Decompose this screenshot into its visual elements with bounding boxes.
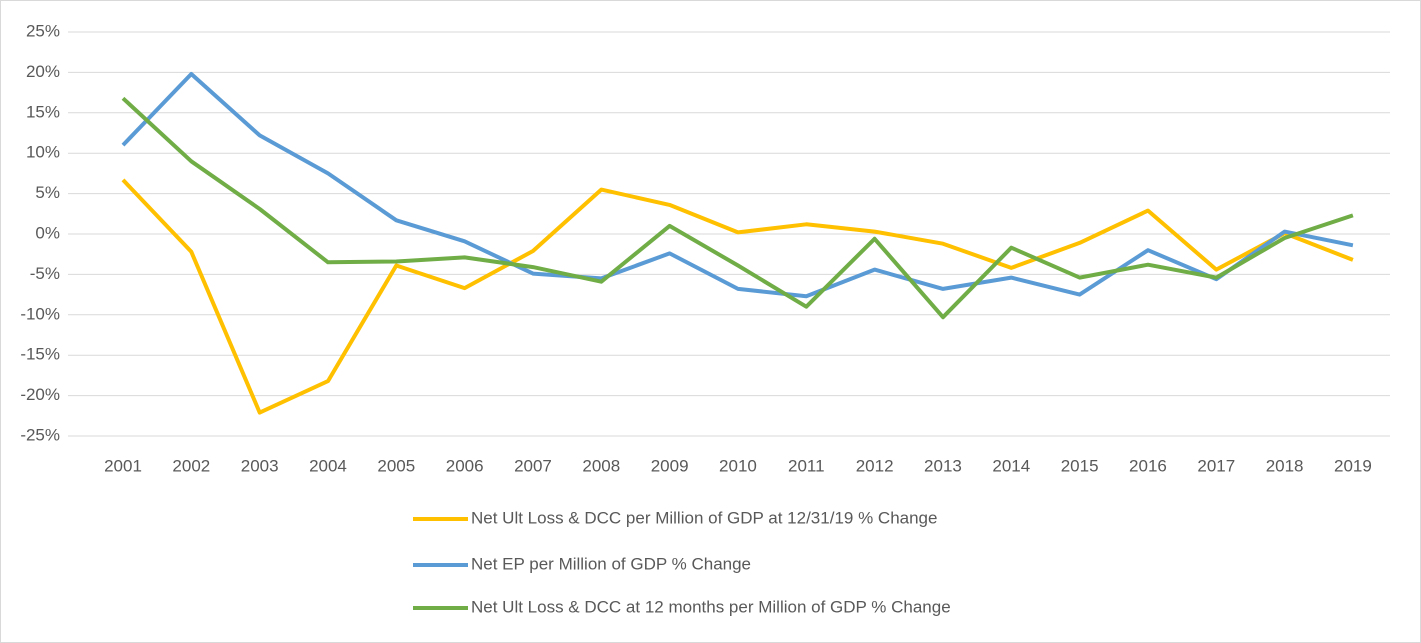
legend-label: Net Ult Loss & DCC at 12 months per Mill… <box>471 597 951 616</box>
y-tick-label: 10% <box>26 143 60 162</box>
x-tick-label: 2001 <box>104 456 142 475</box>
series-line <box>121 178 1354 415</box>
x-tick-label: 2016 <box>1129 456 1167 475</box>
x-tick-label: 2011 <box>788 456 825 475</box>
series-line <box>121 72 1354 299</box>
x-tick-label: 2004 <box>309 456 347 475</box>
y-tick-label: 5% <box>35 183 60 202</box>
x-tick-label: 2012 <box>856 456 894 475</box>
x-tick-label: 2019 <box>1334 456 1372 475</box>
x-tick-label: 2005 <box>377 456 415 475</box>
x-tick-label: 2007 <box>514 456 552 475</box>
y-tick-label: 0% <box>35 223 60 242</box>
x-tick-label: 2009 <box>651 456 689 475</box>
x-tick-label: 2006 <box>446 456 484 475</box>
x-tick-label: 2014 <box>992 456 1030 475</box>
x-tick-label: 2008 <box>582 456 620 475</box>
x-tick-label: 2017 <box>1197 456 1235 475</box>
x-tick-label: 2010 <box>719 456 757 475</box>
x-tick-label: 2002 <box>172 456 210 475</box>
x-tick-label: 2013 <box>924 456 962 475</box>
y-tick-label: -20% <box>20 385 60 404</box>
y-tick-label: -15% <box>20 345 60 364</box>
x-tick-label: 2018 <box>1266 456 1304 475</box>
y-tick-label: -10% <box>20 304 60 323</box>
y-tick-label: 20% <box>26 62 60 81</box>
series-line <box>121 96 1354 320</box>
x-tick-label: 2015 <box>1061 456 1099 475</box>
y-tick-label: 15% <box>26 102 60 121</box>
legend-label: Net Ult Loss & DCC per Million of GDP at… <box>471 508 937 527</box>
x-tick-label: 2003 <box>241 456 279 475</box>
y-tick-label: -5% <box>30 264 60 283</box>
y-tick-label: -25% <box>20 425 60 444</box>
legend-label: Net EP per Million of GDP % Change <box>471 554 751 573</box>
y-tick-label: 25% <box>26 21 60 40</box>
